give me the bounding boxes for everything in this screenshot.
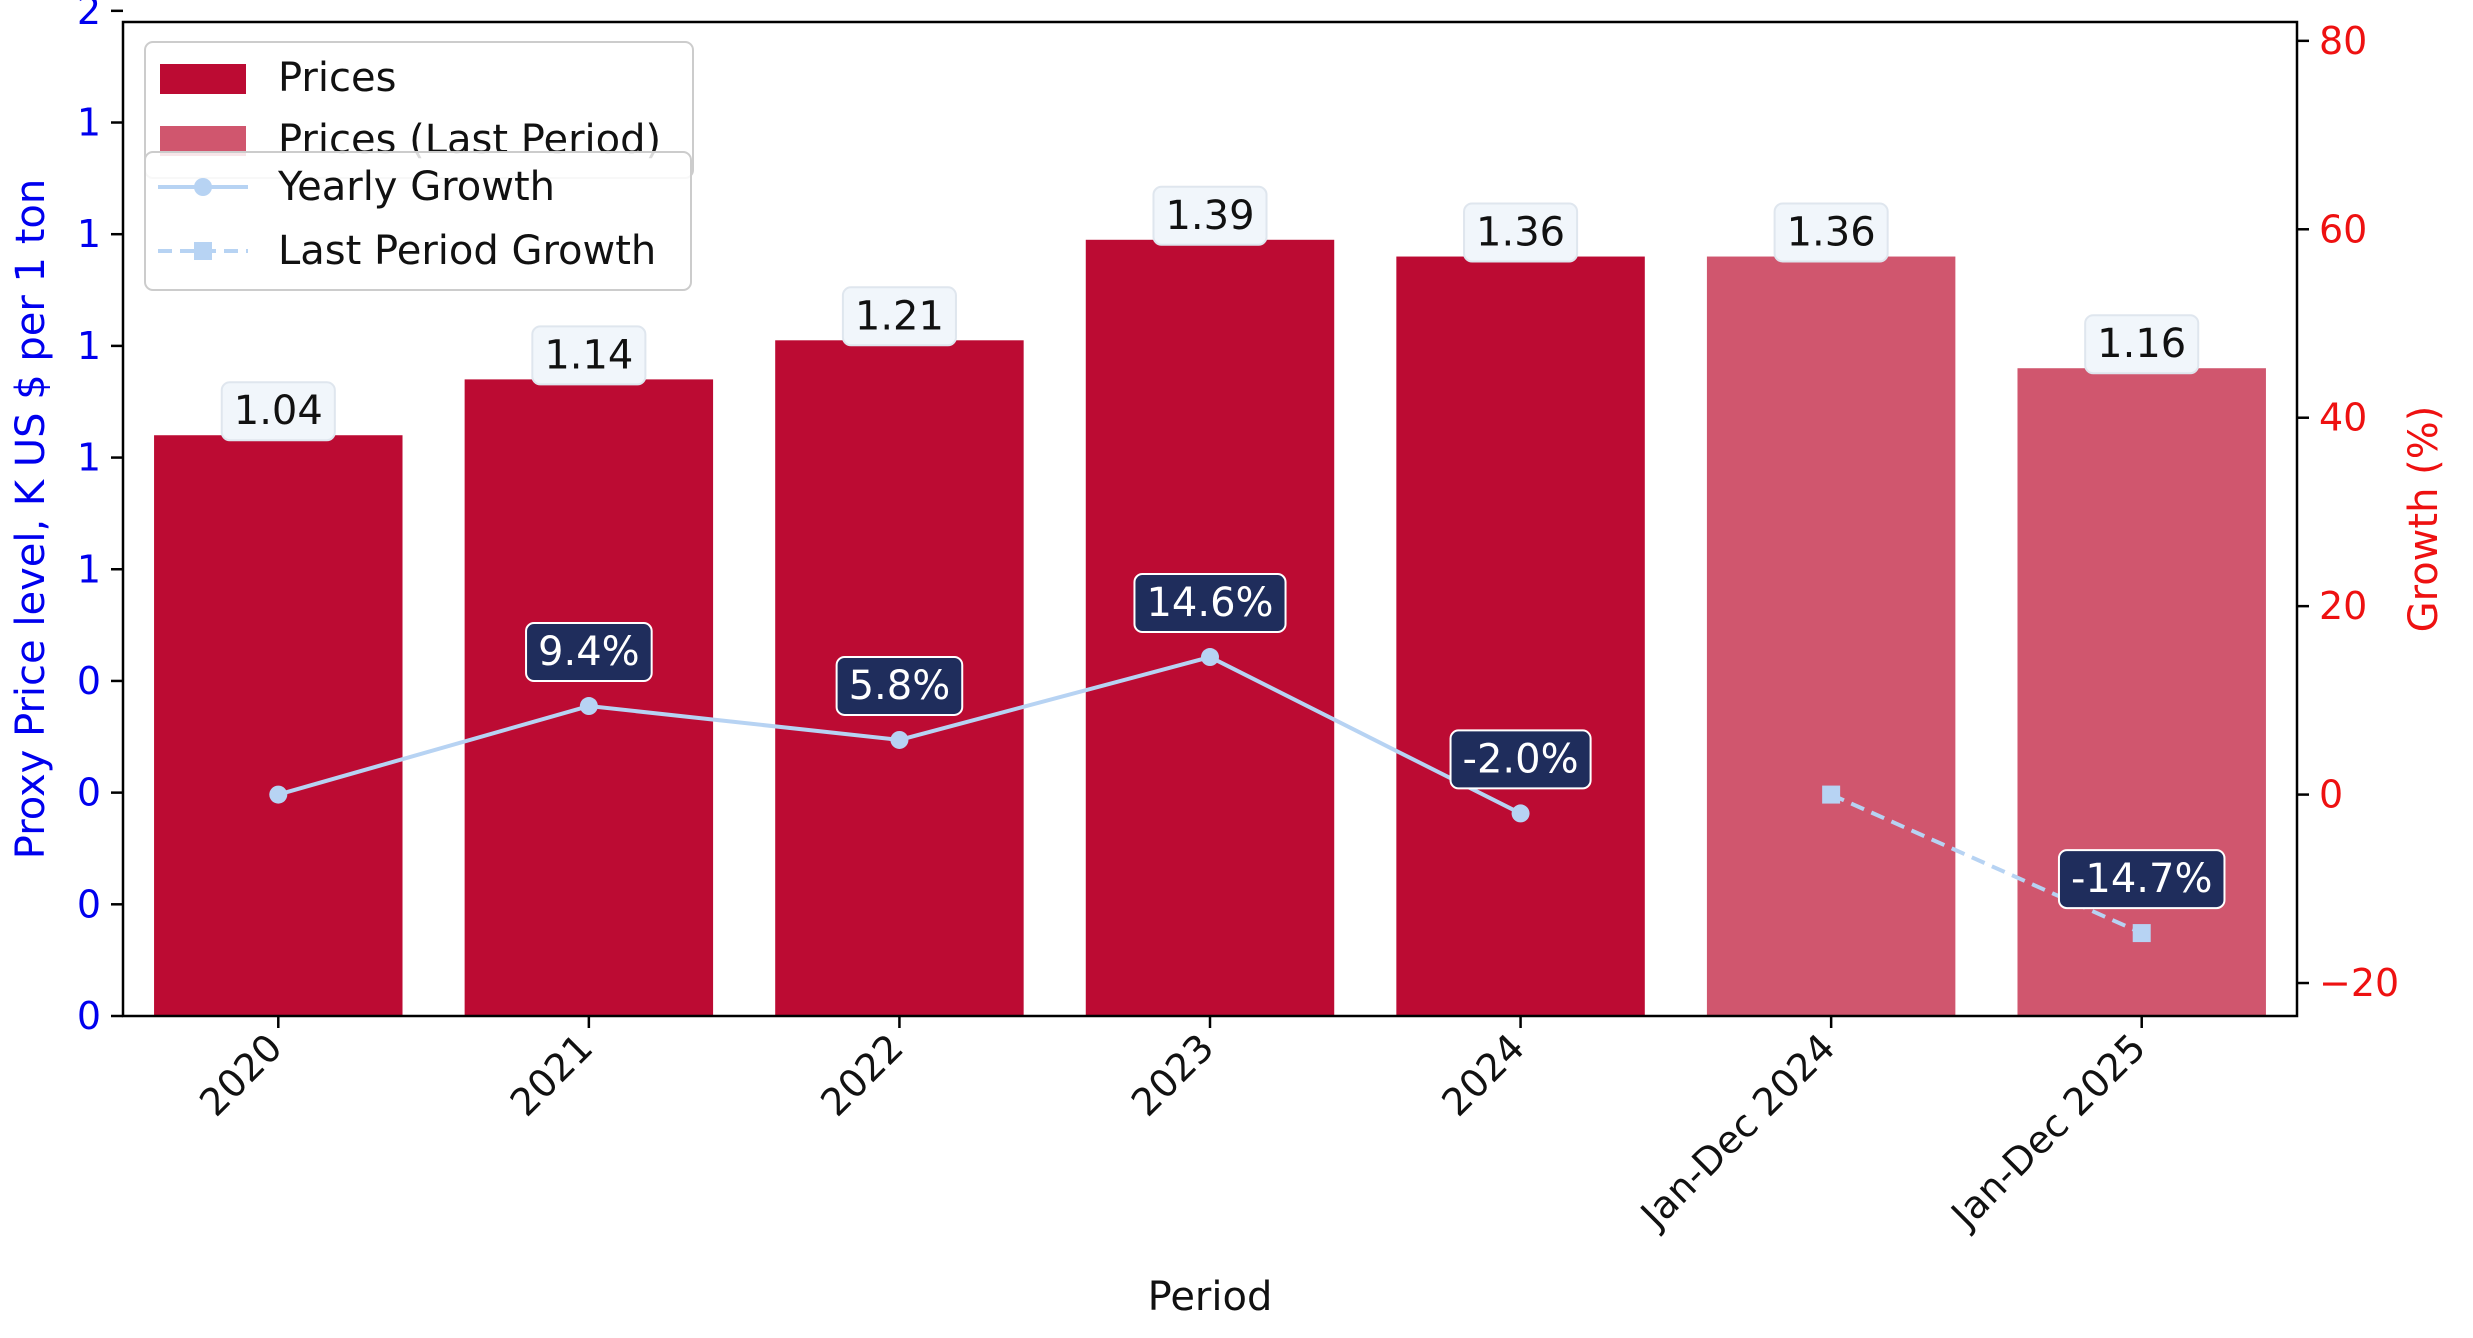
right-tick-label: 60 <box>2319 207 2367 251</box>
line-last-period-growth <box>1830 792 2143 935</box>
data-labels-layer: 1.04 1.14 1.21 1.39 1.36 1.36 1.16 9.4% 5.8% 14.6… <box>220 185 2226 910</box>
bar-value-label-jan-dec-2024-box <box>1773 202 1889 263</box>
marker-2020 <box>269 785 288 804</box>
legend-lines: Yearly Growth Last Period Growth <box>144 151 692 291</box>
growth-label-2024-text: -2.0% <box>1463 736 1579 782</box>
x-tick-label: 2024 <box>1433 1025 1533 1125</box>
left-tick-label: 1 <box>77 101 101 145</box>
left-y-axis: 0 0 0 0 1 1 1 1 1 2 <box>77 0 123 1038</box>
bar-jan-dec-2025 <box>2017 368 2266 1016</box>
left-tick-label: 1 <box>77 212 101 256</box>
right-tick-label: −20 <box>2319 961 2399 1005</box>
bar-value-label-2021-box <box>531 325 647 386</box>
bar-value-label-2021-text: 1.14 <box>544 332 633 378</box>
marker-2024 <box>1511 804 1530 823</box>
x-tick-label: Jan-Dec 2025 <box>1942 1025 2155 1238</box>
bar-value-label-2022: 1.21 <box>841 286 957 347</box>
growth-label-jan-dec-2025: -14.7% <box>2057 849 2226 910</box>
bar-value-label-jan-dec-2024-text: 1.36 <box>1787 210 1876 256</box>
bar-2020 <box>154 435 403 1016</box>
growth-label-2023-text: 14.6% <box>1146 580 1273 626</box>
left-tick-label: 2 <box>77 0 101 33</box>
left-axis-label: Proxy Price level, K US $ per 1 ton <box>8 179 54 859</box>
x-tick-label: 2022 <box>812 1025 912 1125</box>
bar-value-label-2023-box <box>1152 185 1268 246</box>
legend-circle-marker <box>194 178 212 196</box>
x-axis: 2020 2021 2022 2023 2024 Jan-Dec 2024 Jan-Dec … <box>191 1016 2154 1238</box>
legend-swatch-prices <box>160 64 246 94</box>
bar-value-label-2022-box <box>841 286 957 347</box>
marker-jan-dec-2024 <box>1822 785 1841 804</box>
legend-square-marker <box>194 242 212 260</box>
growth-label-2022: 5.8% <box>835 655 964 716</box>
bar-value-label-2024-box <box>1463 202 1579 263</box>
bar-value-label-2020-box <box>220 381 336 442</box>
growth-label-2021: 9.4% <box>525 622 653 683</box>
bar-value-label-2020: 1.04 <box>220 381 336 442</box>
x-tick-label: 2023 <box>1123 1025 1223 1125</box>
bar-value-label-jan-dec-2025-text: 1.16 <box>2097 321 2186 367</box>
bar-value-label-2023-text: 1.39 <box>1165 193 1254 239</box>
x-tick-label: Jan-Dec 2024 <box>1631 1025 1844 1238</box>
left-tick-label: 0 <box>77 659 101 703</box>
bar-value-label-2022-text: 1.21 <box>855 293 944 339</box>
right-tick-label: 0 <box>2319 773 2343 817</box>
growth-label-2023-box <box>1133 573 1287 634</box>
legend-label: Last Period Growth <box>278 228 656 274</box>
left-tick-label: 1 <box>77 547 101 591</box>
left-tick-label: 0 <box>77 882 101 926</box>
bar-value-label-2020-text: 1.04 <box>234 388 323 434</box>
bar-value-label-2024: 1.36 <box>1463 202 1579 263</box>
bar-value-label-2024-text: 1.36 <box>1476 210 1565 256</box>
left-tick-label: 1 <box>77 436 101 480</box>
right-tick-label: 40 <box>2319 396 2367 440</box>
bar-2024 <box>1396 256 1645 1017</box>
growth-label-jan-dec-2025-box <box>2057 849 2226 910</box>
x-tick-label: 2020 <box>191 1025 291 1125</box>
growth-label-2021-box <box>525 622 653 683</box>
marker-jan-dec-2025 <box>2132 924 2151 943</box>
growth-label-2022-text: 5.8% <box>849 663 951 709</box>
marker-2022 <box>890 730 909 749</box>
right-y-axis: −20 0 20 40 60 80 <box>2297 19 2399 1005</box>
growth-label-jan-dec-2025-text: -14.7% <box>2071 856 2213 902</box>
legend-label: Yearly Growth <box>277 164 555 210</box>
right-axis-label: Growth (%) <box>2401 406 2447 633</box>
bar-value-label-2023: 1.39 <box>1152 185 1268 246</box>
right-tick-label: 20 <box>2319 584 2367 628</box>
growth-label-2024: -2.0% <box>1449 729 1592 790</box>
bar-jan-dec-2024 <box>1706 256 1956 1017</box>
right-tick-label: 80 <box>2319 19 2367 63</box>
marker-2021 <box>579 697 598 716</box>
growth-label-2023: 14.6% <box>1133 573 1287 634</box>
left-tick-label: 1 <box>77 324 101 368</box>
bar-value-label-jan-dec-2025: 1.16 <box>2084 314 2200 375</box>
bars-layer <box>154 239 2266 1017</box>
x-tick-label: 2021 <box>502 1025 602 1125</box>
bar-value-label-2021: 1.14 <box>531 325 647 386</box>
left-tick-label: 0 <box>77 771 101 815</box>
growth-label-2021-text: 9.4% <box>538 629 640 675</box>
bar-value-label-jan-dec-2025-box <box>2084 314 2200 375</box>
growth-label-2024-box <box>1449 729 1592 790</box>
legend-label: Prices <box>278 55 396 101</box>
x-axis-label: Period <box>1148 1274 1273 1320</box>
legend-lines-frame <box>144 151 692 291</box>
left-tick-label: 0 <box>77 994 101 1038</box>
bar-value-label-jan-dec-2024: 1.36 <box>1773 202 1889 263</box>
growth-label-2022-box <box>835 655 964 716</box>
growth-lines-layer <box>269 648 2151 943</box>
marker-2023 <box>1201 648 1219 667</box>
